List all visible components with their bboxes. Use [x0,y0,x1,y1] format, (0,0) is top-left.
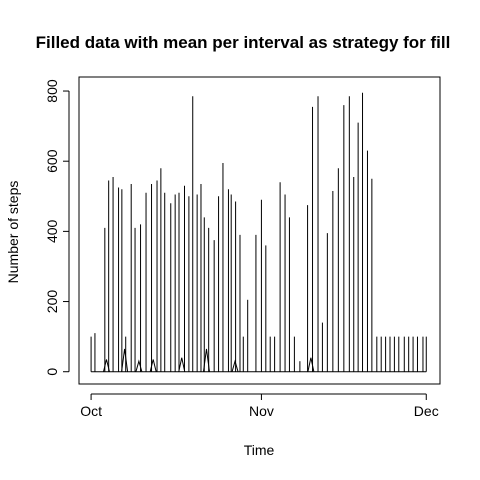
plot-frame [78,76,441,385]
x-tick-label: Oct [80,403,102,419]
y-tick-label: 800 [44,79,60,103]
y-tick-label: 600 [44,149,60,173]
series-layer [90,92,427,373]
x-axis-label: Time [244,442,275,458]
series-minor-bump [202,348,210,372]
y-axis: 0 200 400 600 800 [44,79,70,376]
chart-title: Filled data with mean per interval as st… [36,33,451,52]
series-minor-bump [135,359,143,372]
x-tick-label: Nov [249,403,274,419]
series-minor-bump [307,357,315,372]
x-axis: Oct Nov Dec [80,393,439,419]
y-tick-label: 200 [44,290,60,314]
x-tick-label: Dec [414,403,439,419]
series-minor-bump [231,359,239,372]
y-axis-label: Number of steps [5,181,21,284]
series-minor-bump [102,359,110,372]
y-tick-label: 400 [44,219,60,243]
series-minor-bump [149,359,157,372]
series-minor-bump [178,357,186,372]
y-tick-label: 0 [44,368,60,376]
series-minor-bump [121,348,129,372]
